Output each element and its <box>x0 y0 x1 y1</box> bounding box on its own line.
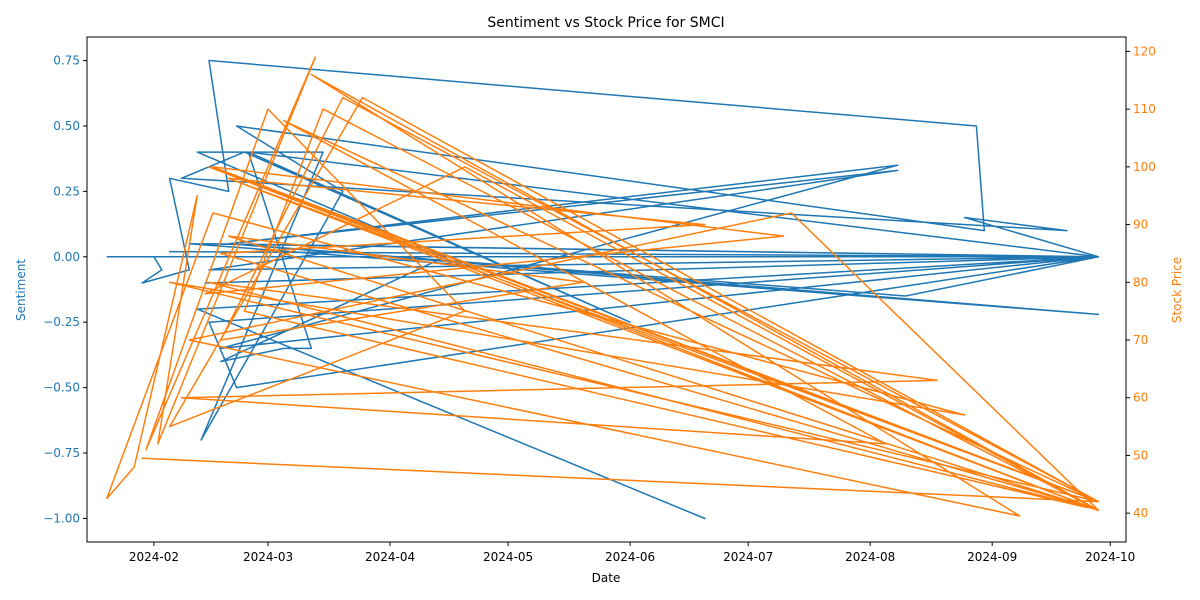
x-tick-label: 2024-04 <box>365 550 415 564</box>
y-left-tick-label: 0.50 <box>53 119 80 133</box>
x-tick-label: 2024-09 <box>967 550 1017 564</box>
y-left-tick-label: 0.75 <box>53 54 80 68</box>
y-right-tick-label: 60 <box>1133 391 1148 405</box>
x-tick-label: 2024-05 <box>483 550 533 564</box>
x-tick-label: 2024-03 <box>243 550 293 564</box>
y-right-tick-label: 90 <box>1133 218 1148 232</box>
y-right-tick-label: 80 <box>1133 275 1148 289</box>
y-right-tick-label: 120 <box>1133 44 1156 58</box>
y-left-tick-label: 0.25 <box>53 184 80 198</box>
y-axis-left-label: Sentiment <box>14 259 28 321</box>
series-line-stock-price <box>105 56 1100 517</box>
x-axis: 2024-02 2024-03 2024-04 2024-05 2024-06 2024-… <box>129 542 1135 564</box>
plot-area <box>105 56 1100 520</box>
y-left-tick-label: −0.25 <box>43 315 80 329</box>
y-axis-left: 0.75 0.50 0.25 0.00 −0.25 −0.50 −0.75 −1.00 <box>43 54 87 525</box>
y-left-tick-label: −0.75 <box>43 446 80 460</box>
chart-title: Sentiment vs Stock Price for SMCI <box>487 15 724 31</box>
plot-frame <box>86 36 1127 543</box>
x-tick-label: 2024-07 <box>723 550 773 564</box>
x-tick-label: 2024-02 <box>129 550 179 564</box>
y-left-tick-label: −1.00 <box>43 511 80 525</box>
y-right-tick-label: 40 <box>1133 506 1148 520</box>
x-tick-label: 2024-06 <box>605 550 655 564</box>
series-line-sentiment <box>106 59 1100 520</box>
y-right-tick-label: 70 <box>1133 333 1148 347</box>
y-right-tick-label: 110 <box>1133 102 1156 116</box>
x-tick-label: 2024-10 <box>1085 550 1135 564</box>
y-axis-right: 120 110 100 90 80 70 60 50 40 <box>1126 44 1156 520</box>
y-axis-right-label: Stock Price <box>1170 257 1184 323</box>
x-axis-label: Date <box>592 571 621 585</box>
y-left-tick-label: 0.00 <box>53 250 80 264</box>
x-tick-label: 2024-08 <box>845 550 895 564</box>
y-left-tick-label: −0.50 <box>43 381 80 395</box>
y-right-tick-label: 50 <box>1133 448 1148 462</box>
y-right-tick-label: 100 <box>1133 160 1156 174</box>
